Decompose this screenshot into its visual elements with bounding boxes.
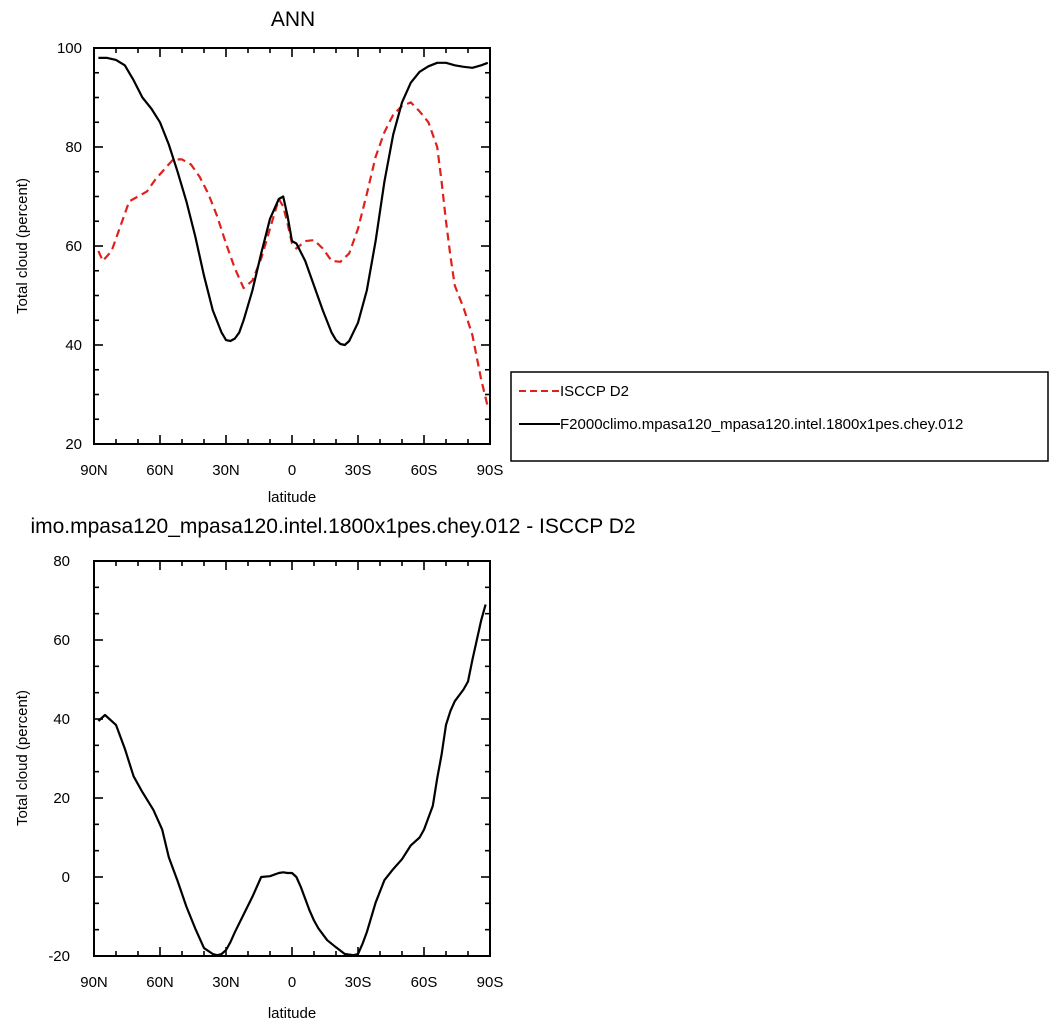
panel1-y-tick-labels: 20 40 60 80 100 (57, 40, 82, 453)
annual-cloud-panel: ANN 20 40 60 80 100 90N 60N 30N 0 30S 60… (14, 8, 1049, 506)
panel1-y-tick-label: 40 (65, 337, 82, 354)
panel2-x-tick-label: 90N (80, 974, 108, 991)
difference-panel: imo.mpasa120_mpasa120.intel.1800x1pes.ch… (14, 515, 636, 1022)
panel1-y-axis-label: Total cloud (percent) (14, 178, 31, 314)
panel1-x-tick-label: 90N (80, 462, 108, 479)
panel1-x-tick-label: 30S (345, 462, 372, 479)
panel1-y-tick-label: 80 (65, 139, 82, 156)
panel2-x-tick-label: 60S (411, 974, 438, 991)
legend-box (510, 371, 1049, 462)
panel1-x-tick-labels: 90N 60N 30N 0 30S 60S 90S (80, 462, 503, 479)
panel1-x-tick-label: 60N (146, 462, 174, 479)
panel1-x-tick-label: 30N (212, 462, 240, 479)
legend: ISCCP D2 F2000climo.mpasa120_mpasa120.in… (510, 371, 1049, 462)
panel2-x-tick-label: 60N (146, 974, 174, 991)
legend-label-model: F2000climo.mpasa120_mpasa120.intel.1800x… (560, 416, 963, 433)
panel2-y-axis-label: Total cloud (percent) (14, 690, 31, 826)
panel1-x-tick-label: 60S (411, 462, 438, 479)
panel1-title: ANN (271, 8, 315, 31)
panel2-series-layer (97, 604, 487, 957)
isccp-d2-line (97, 101, 489, 408)
panel2-x-axis-label: latitude (268, 1005, 316, 1022)
panel2-plot-frame (93, 560, 491, 957)
panel2-y-tick-label: 40 (53, 711, 70, 728)
panel1-plot-frame (93, 47, 491, 445)
panel2-y-tick-labels: -20 0 20 40 60 80 (48, 553, 70, 965)
panel2-x-tick-labels: 90N 60N 30N 0 30S 60S 90S (80, 974, 503, 991)
panel2-y-tick-label: -20 (48, 948, 70, 965)
legend-label-isccp: ISCCP D2 (560, 383, 629, 400)
panel2-y-tick-label: 60 (53, 632, 70, 649)
panel1-y-tick-label: 60 (65, 238, 82, 255)
panel1-x-tick-label: 90S (477, 462, 504, 479)
panel2-ticks (93, 560, 491, 957)
panel1-y-tick-label: 20 (65, 436, 82, 453)
panel1-y-tick-label: 100 (57, 40, 82, 57)
panel2-x-tick-label: 30S (345, 974, 372, 991)
panel2-y-tick-label: 80 (53, 553, 70, 570)
panel2-x-tick-label: 30N (212, 974, 240, 991)
model-line (98, 56, 489, 347)
panel2-x-tick-label: 0 (288, 974, 296, 991)
panel2-x-tick-label: 90S (477, 974, 504, 991)
panel1-x-axis-label: latitude (268, 489, 316, 506)
panel1-x-tick-label: 0 (288, 462, 296, 479)
panel1-series-layer (97, 56, 489, 408)
panel2-title: imo.mpasa120_mpasa120.intel.1800x1pes.ch… (30, 515, 635, 538)
difference-line (97, 604, 487, 957)
panel1-ticks (93, 47, 491, 445)
panel2-y-tick-label: 20 (53, 790, 70, 807)
panel2-y-tick-label: 0 (62, 869, 70, 886)
